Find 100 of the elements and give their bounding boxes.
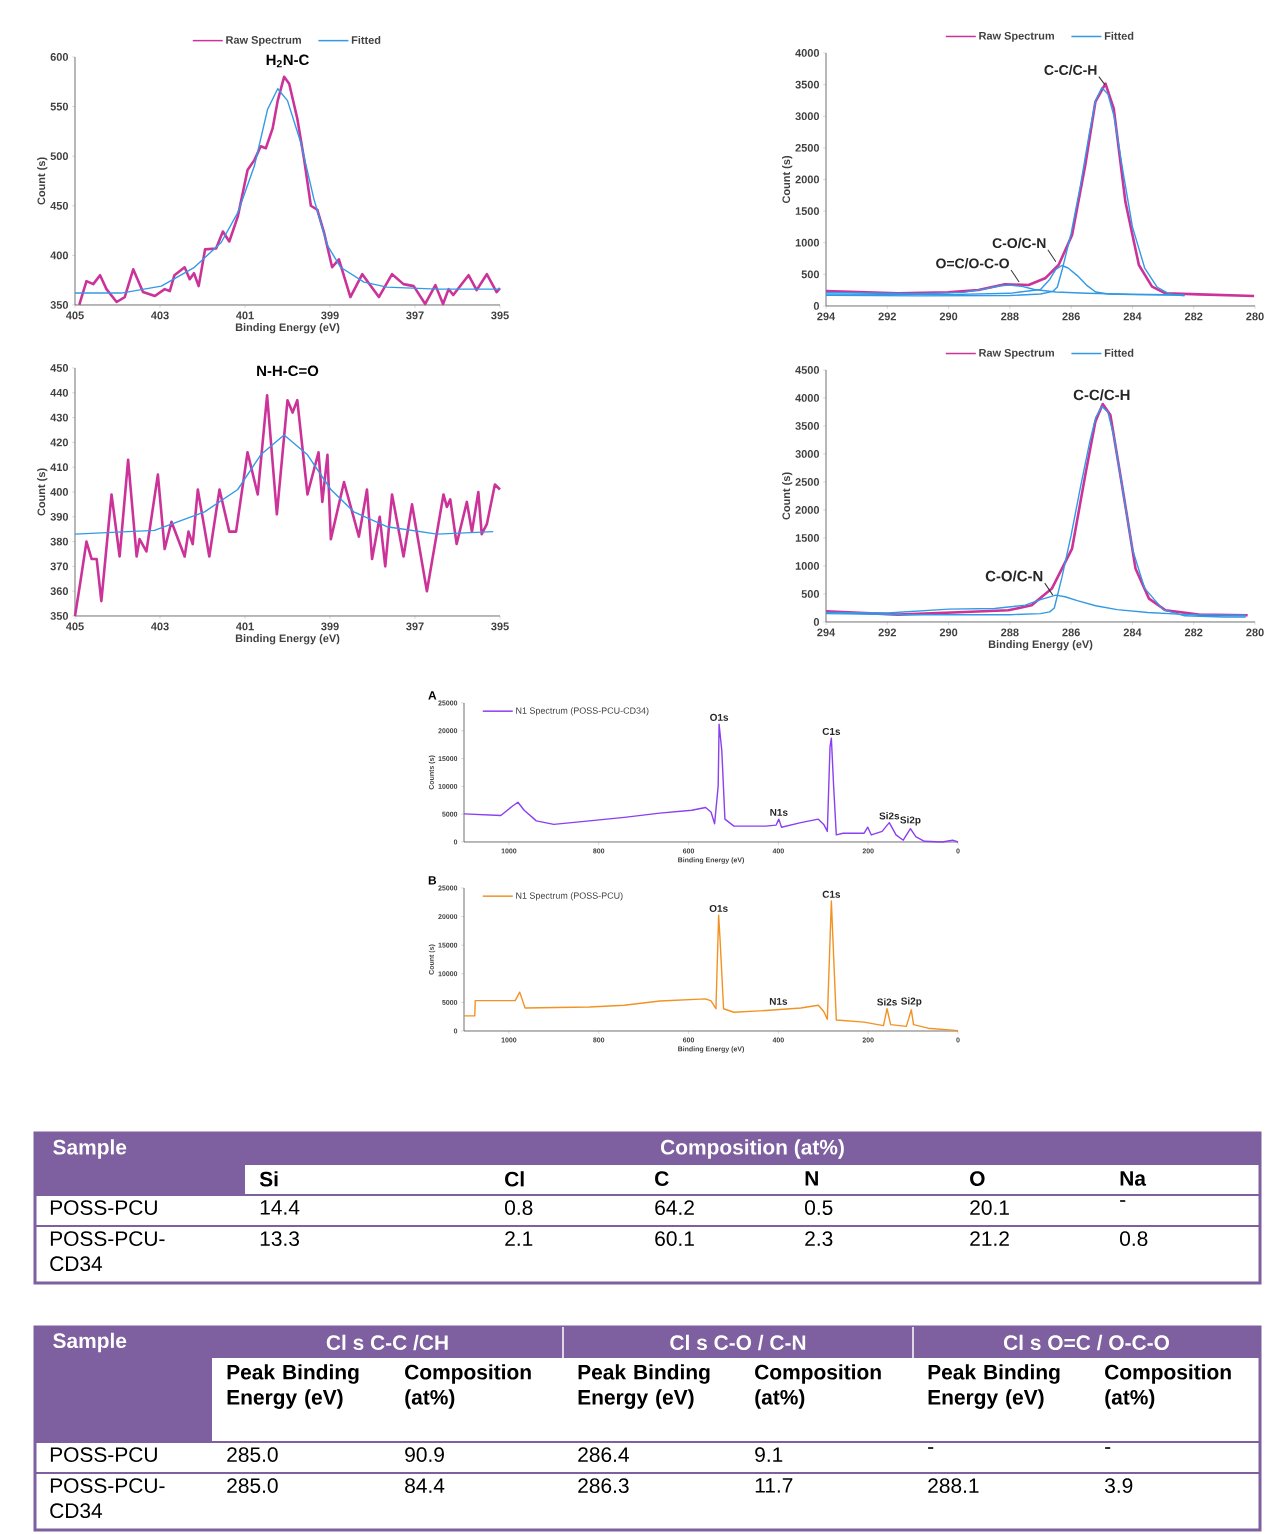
x-tick-label: 282 xyxy=(1184,628,1203,637)
category-label: Composition (at%) xyxy=(755,1364,881,1409)
text: 13.3 xyxy=(260,1231,299,1246)
x-tick-label: 294 xyxy=(817,628,836,637)
y-tick-label: 420 xyxy=(50,438,69,447)
x-tick-label: 290 xyxy=(939,628,958,637)
text: 0.8 xyxy=(505,1200,533,1215)
text: 60.1 xyxy=(655,1231,694,1246)
y-tick-label: 500 xyxy=(801,590,820,598)
chart-title: N-H-C=O xyxy=(257,365,319,377)
y-tick-label: 400 xyxy=(50,251,69,260)
x-tick-label: 405 xyxy=(66,311,84,320)
y-tick-label: 410 xyxy=(50,463,69,472)
y-tick-label: 360 xyxy=(50,587,69,596)
category-label: Cl xyxy=(505,1171,524,1187)
x-tick-label: 288 xyxy=(1001,312,1019,321)
category-label: Composition (at%) xyxy=(405,1364,531,1409)
category-label: O xyxy=(970,1171,985,1186)
text: Cl s O=C / O-C-O xyxy=(1003,1334,1170,1351)
annotation: C-O/C-N xyxy=(992,237,1046,249)
legend-label: Fitted xyxy=(1104,348,1134,357)
text: 64.2 xyxy=(655,1200,694,1215)
y-tick-label: 3500 xyxy=(795,422,820,430)
text: 0.5 xyxy=(805,1200,833,1215)
text: 286.4 xyxy=(578,1447,629,1463)
y-tick-label: 2500 xyxy=(795,478,820,486)
y-tick-label: 1000 xyxy=(795,238,820,247)
category-label: N xyxy=(805,1171,818,1186)
x-tick-label: 290 xyxy=(939,312,958,321)
legend-label: Fitted xyxy=(1104,31,1134,40)
annotation: Si2s xyxy=(879,812,900,820)
y-axis-title: Count (s) xyxy=(37,468,48,516)
annotation: N1s xyxy=(770,808,788,816)
text: 288.1 xyxy=(928,1478,979,1494)
annotation: Si2p xyxy=(901,997,922,1007)
category-label: POSS-PCU xyxy=(50,1447,157,1463)
category-label: Na xyxy=(1120,1171,1147,1186)
y-tick-label: 500 xyxy=(801,270,820,279)
y-tick-label: 0 xyxy=(813,302,820,310)
x-tick-label: 403 xyxy=(151,622,169,631)
y-tick-label: 2000 xyxy=(795,175,820,184)
category-label: Peak Binding Energy (eV) xyxy=(227,1364,359,1409)
x-tick-label: 403 xyxy=(151,311,169,320)
x-axis-title: Binding Energy (eV) xyxy=(235,323,340,334)
y-tick-label: 2000 xyxy=(795,506,820,514)
x-tick-label: 292 xyxy=(878,312,896,321)
annotation: C1s xyxy=(822,727,841,735)
annotation: O1s xyxy=(709,904,728,912)
text: Composition (at%) xyxy=(660,1139,844,1159)
text: Sample xyxy=(53,1332,127,1353)
y-tick-label: 3500 xyxy=(795,80,820,89)
category-label: C xyxy=(655,1171,669,1186)
x-axis-title: Binding Energy (eV) xyxy=(988,640,1093,651)
y-tick-label: 1500 xyxy=(795,207,820,215)
y-tick-label: 390 xyxy=(50,512,69,521)
y-tick-label: 1000 xyxy=(795,562,820,570)
text: 14.4 xyxy=(260,1200,300,1215)
legend-label: Raw Spectrum xyxy=(979,31,1054,42)
text: 9.1 xyxy=(755,1447,783,1463)
text: 0.8 xyxy=(1120,1231,1148,1246)
x-tick-label: 282 xyxy=(1184,312,1203,321)
x-tick-label: 397 xyxy=(406,622,424,631)
text: 21.2 xyxy=(970,1231,1009,1246)
x-tick-label: 288 xyxy=(1001,628,1019,637)
text: Cl s C-C /CH xyxy=(326,1334,448,1351)
x-tick-label: 292 xyxy=(878,628,896,637)
annotation: O=C/O-C-O xyxy=(936,258,1009,269)
y-tick-label: 350 xyxy=(50,612,69,620)
text: A xyxy=(428,691,437,700)
x-tick-label: 399 xyxy=(321,311,339,320)
x-tick-label: 286 xyxy=(1062,628,1080,637)
y-tick-label: 500 xyxy=(50,152,69,161)
text: B xyxy=(428,876,437,885)
x-tick-label: 395 xyxy=(491,311,509,320)
annotation: C-C/C-H xyxy=(1044,64,1097,76)
annotation: N1s xyxy=(769,997,788,1005)
text: Sample xyxy=(53,1139,127,1159)
category-label: POSS-PCU-CD34 xyxy=(50,1231,165,1272)
y-axis-title: Count (s) xyxy=(37,157,48,205)
y-tick-label: 3000 xyxy=(795,112,820,121)
y-tick-label: 600 xyxy=(50,53,69,61)
category-label: Peak Binding Energy (eV) xyxy=(928,1364,1060,1409)
y-tick-label: 440 xyxy=(50,388,69,397)
annotation: Si2p xyxy=(900,816,921,826)
x-tick-label: 286 xyxy=(1062,312,1080,321)
category-label: POSS-PCU-CD34 xyxy=(50,1478,165,1519)
x-tick-label: 284 xyxy=(1123,312,1142,321)
x-tick-label: 294 xyxy=(817,312,836,321)
x-tick-label: 280 xyxy=(1246,628,1264,637)
x-tick-label: 395 xyxy=(491,622,509,631)
legend-label: Raw Spectrum xyxy=(226,36,301,46)
x-axis-title: Binding Energy (eV) xyxy=(235,634,340,645)
y-tick-label: 430 xyxy=(50,413,69,422)
y-tick-label: 350 xyxy=(50,301,69,309)
y-tick-label: 450 xyxy=(50,364,69,372)
x-tick-label: 401 xyxy=(236,622,254,631)
text: 286.3 xyxy=(578,1478,629,1494)
y-tick-label: 380 xyxy=(50,537,69,546)
text: 84.4 xyxy=(405,1478,445,1494)
y-axis-title: Count (s) xyxy=(782,155,793,204)
